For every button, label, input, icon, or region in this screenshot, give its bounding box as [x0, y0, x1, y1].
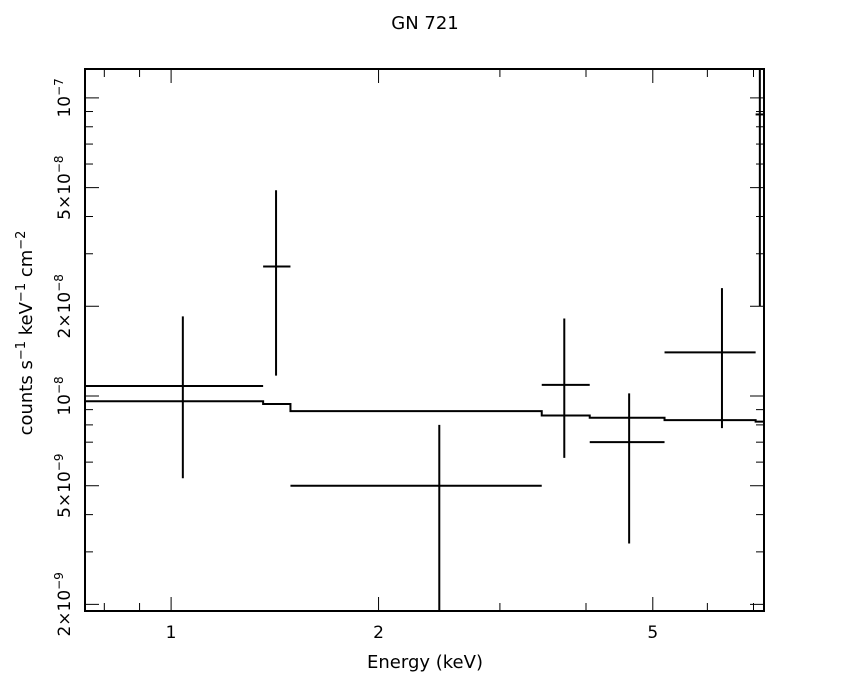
model-step-line — [85, 400, 764, 423]
y-tick-label: 10−7 — [52, 78, 75, 117]
data-point — [290, 424, 542, 611]
data-points — [85, 69, 764, 611]
tick-labels: 1 2 5 2×10−9 5×10−9 10−8 2×10−8 5×10−8 10−7 — [52, 78, 658, 643]
data-point — [85, 316, 264, 479]
axis-ticks — [85, 69, 764, 611]
y-axis-label: counts s−1 keV−1 cm−2 — [14, 231, 38, 436]
x-tick-label: 5 — [647, 623, 658, 643]
chart-title: GN 721 — [391, 13, 459, 34]
x-axis-label: Energy (keV) — [367, 652, 483, 673]
y-tick-label: 5×10−8 — [52, 155, 75, 219]
x-tick-label: 2 — [373, 623, 384, 643]
model-curve — [85, 400, 764, 423]
data-point — [589, 393, 665, 544]
y-tick-label: 2×10−9 — [52, 572, 75, 636]
y-tick-label: 2×10−8 — [52, 274, 75, 338]
data-point — [755, 69, 764, 307]
y-tick-label: 10−8 — [52, 376, 75, 415]
plot-frame — [84, 68, 765, 612]
data-point — [263, 190, 291, 376]
y-tick-label: 5×10−9 — [52, 454, 75, 518]
data-point — [541, 318, 590, 458]
x-tick-label: 1 — [166, 623, 177, 643]
data-point — [664, 288, 756, 429]
